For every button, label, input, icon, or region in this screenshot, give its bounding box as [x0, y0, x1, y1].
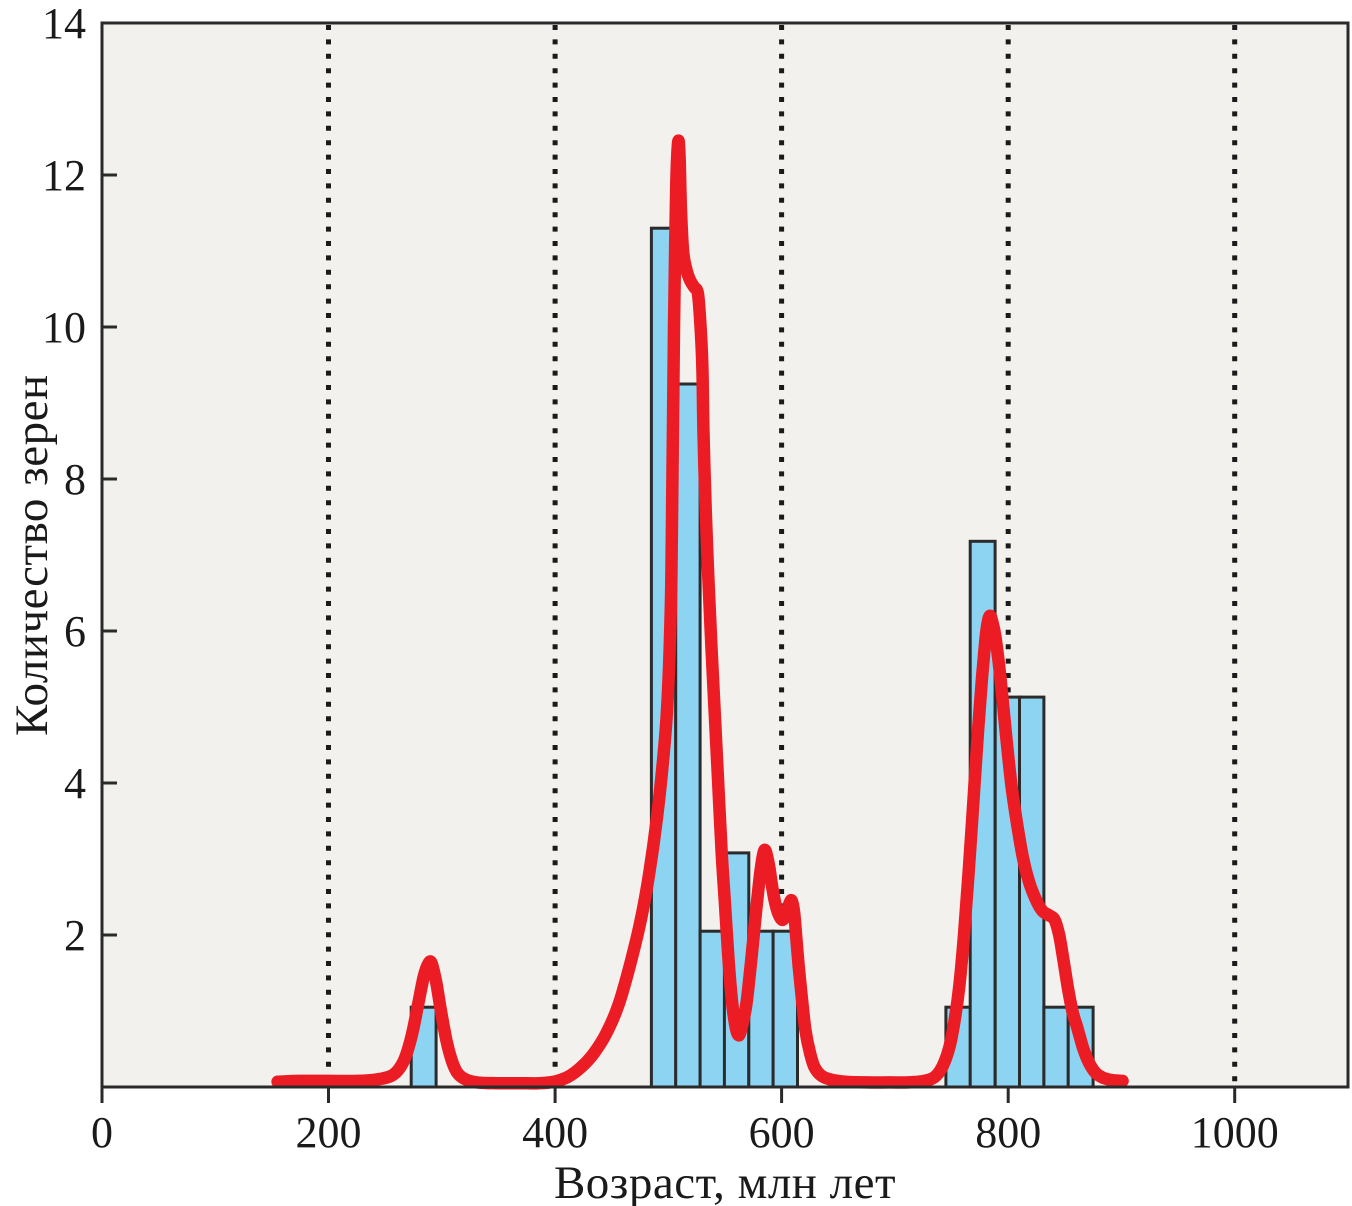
histogram-bar: [698, 929, 726, 1089]
y-tick-label: 10: [42, 303, 86, 352]
y-tick-label: 12: [42, 151, 86, 200]
plot-frame: [100, 21, 1350, 1089]
x-tick-label: 200: [296, 1108, 362, 1157]
y-tick-label: 14: [42, 0, 86, 48]
x-tick-label: 1000: [1191, 1108, 1279, 1157]
x-tick-label: 0: [91, 1108, 113, 1157]
x-tick-label: 800: [975, 1108, 1041, 1157]
histogram-bar: [674, 382, 702, 1089]
y-axis-title: Количество зерен: [6, 374, 58, 736]
x-axis-title: Возраст, млн лет: [553, 1157, 897, 1206]
y-tick-label: 6: [64, 607, 86, 656]
histogram-bar: [1042, 1005, 1070, 1089]
y-tick-label: 8: [64, 455, 86, 504]
y-tick-label: 2: [64, 911, 86, 960]
x-tick-label: 600: [749, 1108, 815, 1157]
y-tick-label: 4: [64, 759, 86, 808]
x-tick-label: 400: [522, 1108, 588, 1157]
kde-curve: [271, 134, 1129, 1090]
